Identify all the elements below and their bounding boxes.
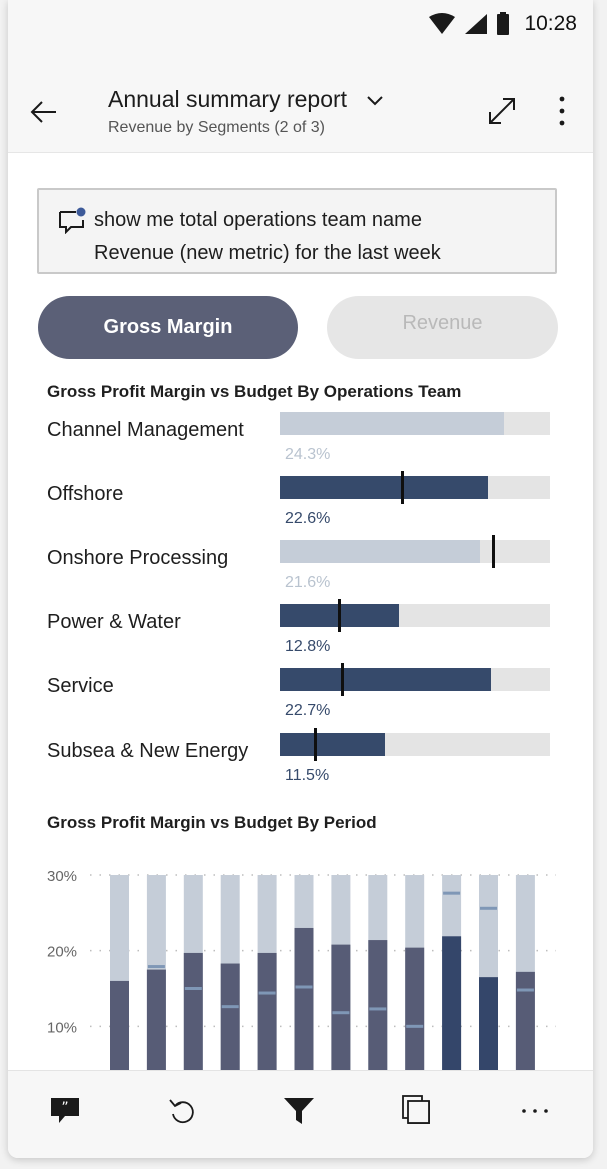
period-target-marker — [295, 985, 313, 989]
expand-button[interactable] — [485, 94, 519, 128]
cellular-signal-icon — [465, 14, 488, 34]
status-time: 10:28 — [524, 12, 577, 35]
team-row[interactable]: Offshore 22.6% — [8, 471, 593, 536]
bullet-value-label: 12.8% — [285, 638, 331, 655]
status-bar: 10:28 — [428, 10, 577, 38]
pages-button[interactable] — [399, 1093, 435, 1129]
period-bar[interactable] — [294, 927, 314, 1072]
team-label: Power & Water — [47, 611, 181, 633]
bullet-target-marker — [314, 728, 318, 761]
period-target-marker — [184, 987, 202, 990]
period-bar[interactable] — [220, 963, 240, 1072]
qna-button[interactable]: ” — [47, 1093, 83, 1129]
pages-icon — [402, 1095, 430, 1124]
bullet-target-marker — [400, 471, 404, 504]
gross-margin-toggle-button[interactable]: Gross Margin — [38, 296, 298, 359]
period-target-marker — [369, 1007, 387, 1011]
period-bar[interactable] — [146, 969, 166, 1072]
period-target-marker — [406, 1024, 424, 1028]
expand-icon — [489, 98, 515, 124]
bullet-fill — [280, 412, 505, 435]
period-bar[interactable] — [110, 980, 129, 1072]
qna-icon: ” — [51, 1098, 79, 1123]
phone-screen: 10:28 Annual summary report Revenue by S… — [8, 0, 593, 1158]
bullet-fill — [280, 540, 480, 563]
period-bar[interactable] — [183, 952, 203, 1072]
bullet-target-marker — [338, 599, 342, 632]
back-arrow-icon — [30, 101, 56, 123]
qna-query-text[interactable]: show me total operations team name Reven… — [94, 209, 441, 264]
period-target-marker — [258, 991, 276, 995]
back-button[interactable] — [28, 96, 60, 128]
team-label: Subsea & New Energy — [47, 740, 249, 762]
filter-icon — [284, 1098, 314, 1124]
team-label: Onshore Processing — [47, 547, 229, 569]
period-target-marker — [332, 1011, 350, 1015]
team-row[interactable]: Channel Management 24.3% — [8, 412, 593, 472]
period-target-marker — [221, 1005, 239, 1009]
more-vertical-icon — [559, 96, 565, 126]
svg-text:”: ” — [61, 1100, 68, 1116]
period-bar[interactable] — [479, 977, 498, 1072]
bullet-value-label: 22.7% — [285, 702, 331, 719]
period-bar[interactable] — [331, 944, 351, 1072]
report-title: Annual summary report — [108, 86, 348, 112]
team-label: Channel Management — [47, 419, 244, 441]
period-chart-title: Gross Profit Margin vs Budget By Period — [47, 813, 377, 832]
undo-button[interactable] — [164, 1093, 200, 1129]
period-bar[interactable] — [368, 940, 388, 1072]
undo-icon — [169, 1099, 194, 1124]
report-title-block[interactable]: Annual summary report Revenue by Segment… — [108, 86, 384, 137]
bullet-track — [280, 599, 550, 632]
bullet-value-label: 11.5% — [285, 767, 330, 784]
period-bar-chart: 30% 20% 10% — [47, 868, 556, 1072]
filter-button[interactable] — [281, 1093, 317, 1129]
bullet-track — [280, 535, 550, 568]
team-label: Service — [47, 675, 114, 697]
period-target-marker — [443, 891, 461, 895]
period-target-marker — [480, 906, 497, 910]
y-tick-label: 20% — [47, 944, 77, 961]
bullet-fill — [280, 476, 488, 499]
top-app-area: 10:28 Annual summary report Revenue by S… — [8, 0, 593, 153]
team-row[interactable]: Power & Water 12.8% — [8, 599, 593, 664]
period-bar[interactable] — [405, 947, 425, 1072]
revenue-toggle-button[interactable]: Revenue — [327, 296, 558, 359]
report-subtitle: Revenue by Segments (2 of 3) — [108, 119, 326, 136]
team-row[interactable]: Service 22.7% — [8, 663, 593, 728]
battery-icon — [497, 12, 510, 35]
period-bar[interactable] — [442, 936, 462, 1072]
bullet-track — [280, 663, 550, 696]
bullet-track — [280, 471, 550, 504]
bullet-fill — [280, 733, 386, 756]
team-chart-title: Gross Profit Margin vs Budget By Operati… — [47, 382, 462, 401]
bullet-value-label: 21.6% — [285, 574, 331, 591]
chat-comment-icon — [59, 207, 86, 234]
app-header: Annual summary report Revenue by Segment… — [8, 80, 593, 140]
period-target-marker — [516, 988, 534, 992]
period-bar[interactable] — [515, 971, 535, 1072]
bullet-value-label: 24.3% — [285, 446, 331, 463]
more-options-button[interactable] — [551, 94, 573, 128]
bullet-track — [280, 412, 550, 435]
bottom-navigation-bar: ” — [8, 1070, 593, 1158]
period-target-marker — [147, 965, 165, 969]
team-row[interactable]: Subsea & New Energy 11.5% — [8, 728, 593, 793]
y-tick-label: 10% — [47, 1019, 77, 1036]
qna-query-box[interactable]: show me total operations team name Reven… — [37, 188, 557, 274]
bullet-target-marker — [492, 535, 496, 568]
chevron-down-icon[interactable] — [366, 94, 384, 106]
team-label: Offshore — [47, 483, 124, 505]
y-tick-label: 30% — [47, 868, 77, 885]
bullet-value-label: 22.6% — [285, 510, 331, 527]
bullet-track — [280, 728, 550, 761]
more-button[interactable] — [517, 1093, 553, 1129]
wifi-icon — [429, 13, 456, 34]
bullet-target-marker — [341, 663, 345, 696]
team-row[interactable]: Onshore Processing 21.6% — [8, 535, 593, 600]
bullet-fill — [280, 668, 491, 691]
more-horizontal-icon — [522, 1109, 548, 1113]
period-bar[interactable] — [257, 952, 277, 1072]
